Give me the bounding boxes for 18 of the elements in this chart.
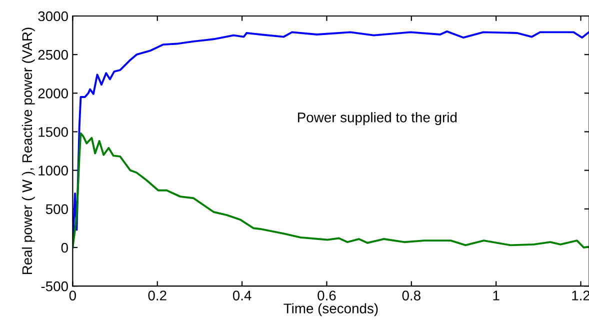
x-tick-label: 0.2 — [148, 290, 166, 300]
y-tick-label: 500 — [46, 204, 68, 214]
x-tick-label: 0 — [69, 290, 76, 300]
x-tick-label: 0.6 — [318, 290, 336, 300]
y-tick-label: 2500 — [38, 50, 68, 60]
x-tick-label: 1 — [493, 290, 500, 300]
y-tick-label: 2000 — [38, 88, 68, 98]
x-axis-title: Time (seconds) — [284, 303, 378, 316]
line-series — [72, 132, 589, 248]
x-tick-label: 0.8 — [402, 290, 420, 300]
y-tick-label: 3000 — [38, 11, 68, 22]
x-tick-label: 0.4 — [232, 290, 252, 300]
annotation: Power supplied to the grid — [298, 112, 457, 126]
y-tick-label: 1000 — [38, 166, 68, 176]
y-tick-label: 1500 — [38, 127, 68, 137]
y-axis-title: Real power ( W ), Reactive power (VAR) — [22, 28, 35, 274]
y-tick-label: -500 — [41, 281, 68, 292]
y-tick-label: 0 — [61, 242, 68, 253]
